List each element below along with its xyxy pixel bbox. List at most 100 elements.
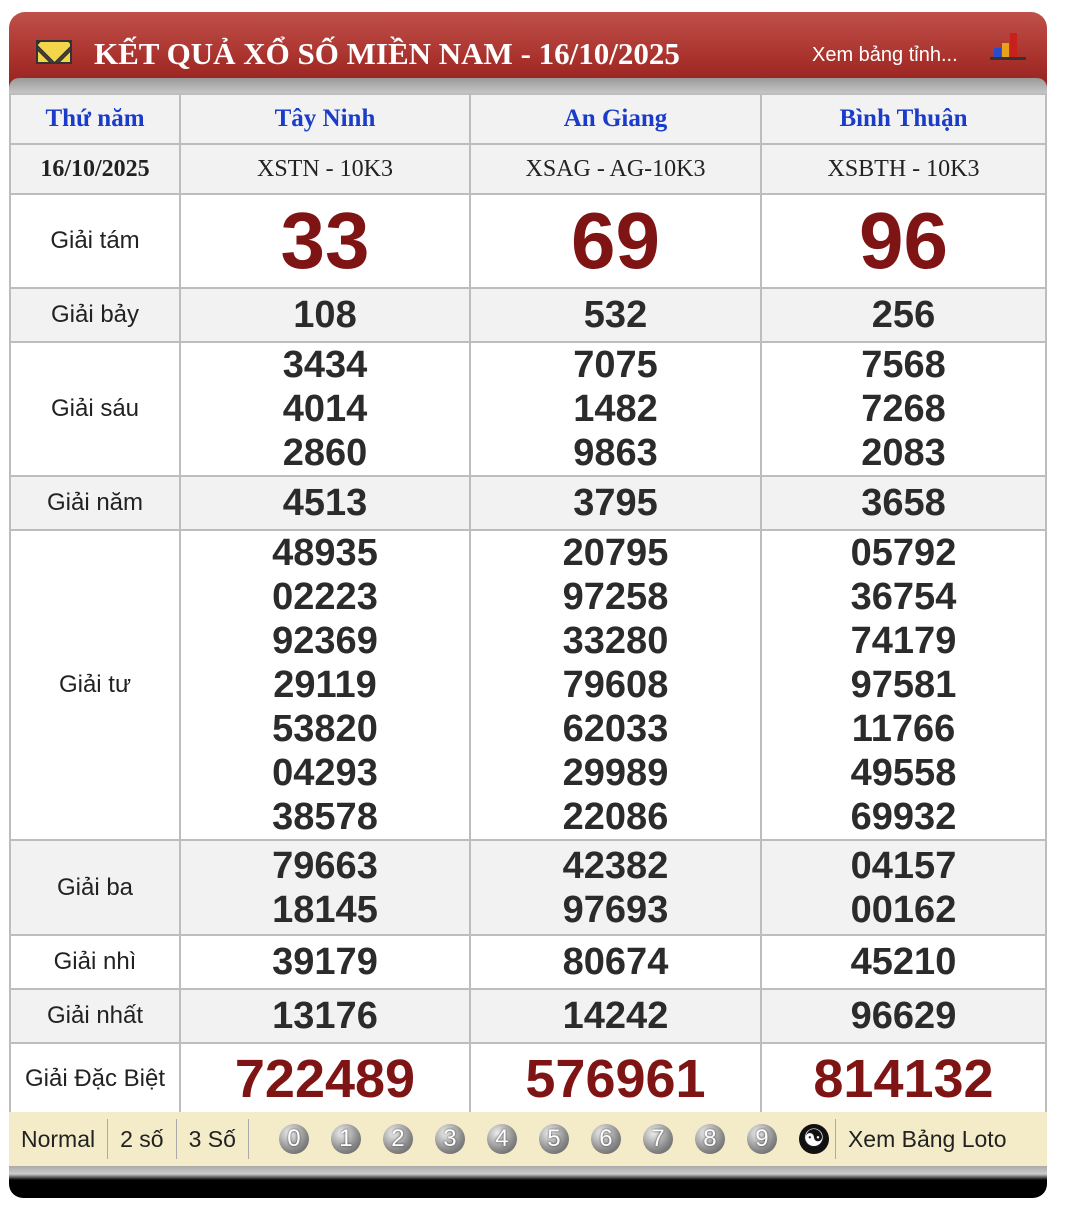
prize-row: Giải năm 4513 3795 3658 [9, 475, 1047, 531]
prize-number: 14242 [562, 995, 669, 1037]
mode-2-so[interactable]: 2 số [108, 1119, 177, 1159]
prize-number: 00162 [850, 888, 957, 931]
prize-cell: 256 [760, 287, 1047, 343]
prize-cell: 814132 [760, 1042, 1047, 1115]
prize-number: 39179 [272, 941, 378, 983]
bar-chart-icon[interactable] [990, 32, 1026, 60]
prize-row: Giải sáu 3434 4014 2860 7075 1482 9863 7568 7268… [9, 341, 1047, 477]
digit-ball-4[interactable]: 4 [486, 1124, 517, 1154]
mode-normal[interactable]: Normal [9, 1119, 109, 1159]
digit-ball-1[interactable]: 1 [330, 1124, 361, 1154]
prize-label: Giải tư [9, 529, 181, 841]
prize-number: 04157 [850, 844, 957, 887]
digit-ball-9[interactable]: 9 [746, 1124, 777, 1154]
prize-cell: 80674 [469, 934, 762, 990]
prize-number: 69932 [850, 796, 957, 838]
prize-number: 33 [280, 196, 370, 285]
province-tay-ninh[interactable]: Tây Ninh [179, 93, 471, 145]
prize-number: 97581 [850, 664, 957, 706]
prize-number: 42382 [562, 844, 669, 887]
prize-row: Giải nhì 39179 80674 45210 [9, 934, 1047, 990]
prize-number: 3795 [573, 482, 658, 524]
prize-number: 05792 [850, 532, 957, 574]
prize-number: 108 [293, 294, 357, 336]
page-title: KẾT QUẢ XỔ SỐ MIỀN NAM - 16/10/2025 [94, 36, 680, 71]
digit-ball-6[interactable]: 6 [590, 1124, 621, 1154]
ticket-code: XSTN - 10K3 [179, 143, 471, 195]
digit-ball-5[interactable]: 5 [538, 1124, 569, 1154]
prize-label: Giải nhất [9, 988, 181, 1044]
prize-number: 92369 [272, 620, 378, 662]
digit-ball-0[interactable]: 0 [278, 1124, 309, 1154]
prize-number: 722489 [234, 1048, 416, 1109]
header-strip [9, 78, 1047, 94]
results-table: Thứ năm Tây Ninh An Giang Bình Thuận 16/… [9, 93, 1047, 1115]
prize-number: 49558 [850, 752, 957, 794]
footer-toolbar: Normal 2 số 3 Số 0 1 2 3 4 5 6 7 8 9 ☯ Xem Bảng Lo… [9, 1112, 1047, 1166]
mode-3-so[interactable]: 3 Số [177, 1119, 249, 1159]
prize-cell: 13176 [179, 988, 471, 1044]
prize-number: 38578 [272, 796, 378, 838]
prize-number: 4014 [282, 388, 368, 430]
prize-cell: 96629 [760, 988, 1047, 1044]
digit-ball-8[interactable]: 8 [694, 1124, 725, 1154]
prize-number: 22086 [562, 796, 669, 838]
prize-number: 11766 [851, 708, 956, 750]
prize-cell: 108 [179, 287, 471, 343]
prize-number: 29119 [273, 664, 377, 706]
prize-number: 96629 [850, 995, 957, 1037]
digit-ball-2[interactable]: 2 [382, 1124, 413, 1154]
prize-cell: 96 [760, 193, 1047, 289]
prize-label: Giải ba [9, 839, 181, 936]
prize-cell: 576961 [469, 1042, 762, 1115]
prize-number: 256 [871, 294, 936, 336]
envelope-icon [36, 40, 72, 64]
prize-row: Giải tư 48935 02223 92369 29119 53820 04293 385… [9, 529, 1047, 841]
province-an-giang[interactable]: An Giang [469, 93, 762, 145]
prize-number: 4513 [282, 482, 368, 524]
prize-number: 532 [583, 294, 648, 336]
view-loto-link[interactable]: Xem Bảng Loto [847, 1126, 1007, 1152]
prize-label: Giải Đặc Biệt [9, 1042, 181, 1115]
prize-label: Giải bảy [9, 287, 181, 343]
digit-ball-7[interactable]: 7 [642, 1124, 673, 1154]
prize-number: 97693 [562, 888, 669, 931]
prize-label: Giải sáu [9, 341, 181, 477]
prize-cell: 05792 36754 74179 97581 11766 49558 69932 [760, 529, 1047, 841]
prize-number: 576961 [525, 1048, 706, 1109]
prize-number: 3658 [861, 482, 946, 524]
prize-row: Giải ba 79663 18145 42382 97693 04157 00162 [9, 839, 1047, 936]
prize-cell: 14242 [469, 988, 762, 1044]
prize-label: Giải năm [9, 475, 181, 531]
prize-row: Giải Đặc Biệt 722489 576961 814132 [9, 1042, 1047, 1115]
prize-number: 97258 [562, 576, 669, 618]
yin-yang-icon[interactable]: ☯ [798, 1124, 829, 1154]
prize-number: 1482 [573, 388, 658, 430]
prize-number: 13176 [272, 995, 378, 1037]
ticket-code: XSBTH - 10K3 [760, 143, 1047, 195]
province-binh-thuan[interactable]: Bình Thuận [760, 93, 1047, 145]
prize-number: 62033 [562, 708, 669, 750]
prize-row: Giải tám 33 69 96 [9, 193, 1047, 289]
prize-number: 33280 [562, 620, 669, 662]
digit-ball-3[interactable]: 3 [434, 1124, 465, 1154]
prize-cell: 7568 7268 2083 [760, 341, 1047, 477]
prize-cell: 3795 [469, 475, 762, 531]
prize-cell: 45210 [760, 934, 1047, 990]
prize-number: 7075 [573, 344, 658, 386]
ticket-code: XSAG - AG-10K3 [469, 143, 762, 195]
prize-label: Giải tám [9, 193, 181, 289]
prize-number: 02223 [272, 576, 378, 618]
prize-number: 53820 [272, 708, 378, 750]
prize-cell: 79663 18145 [179, 839, 471, 936]
prize-cell: 722489 [179, 1042, 471, 1115]
prize-number: 20795 [562, 532, 669, 574]
draw-date: 16/10/2025 [9, 143, 181, 195]
prize-number: 48935 [272, 532, 378, 574]
prize-number: 2860 [282, 432, 368, 474]
prize-cell: 20795 97258 33280 79608 62033 29989 22086 [469, 529, 762, 841]
view-province-link[interactable]: Xem bảng tỉnh... [812, 44, 958, 66]
prize-row: Giải nhất 13176 14242 96629 [9, 988, 1047, 1044]
prize-number: 18145 [272, 888, 378, 931]
prize-number: 45210 [850, 941, 957, 983]
